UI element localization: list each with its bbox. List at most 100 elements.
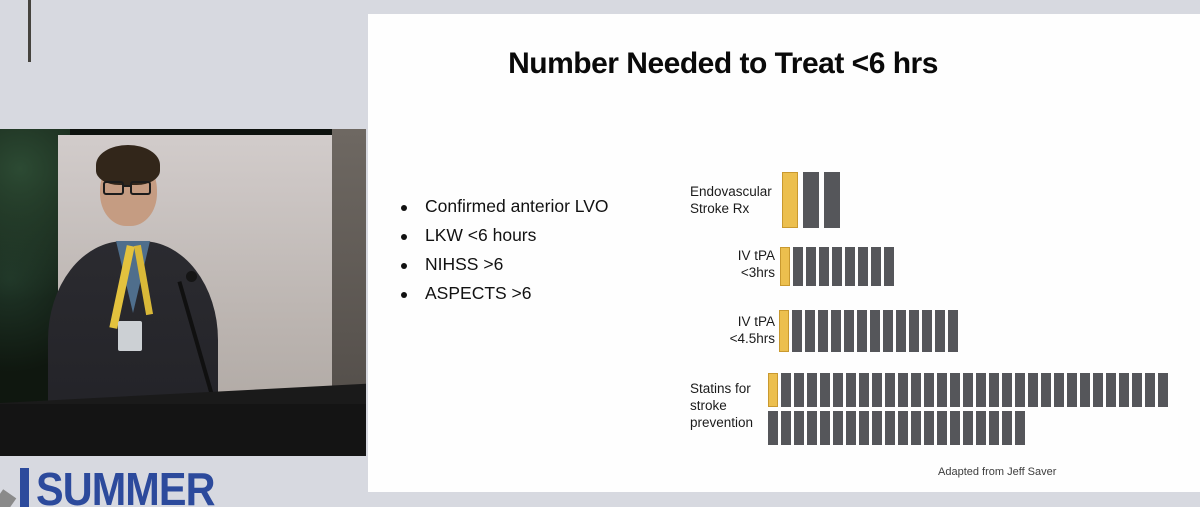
bar	[1028, 373, 1038, 407]
bar-group	[782, 172, 840, 228]
bar	[844, 310, 854, 352]
bar	[794, 411, 804, 445]
bullet-text: Confirmed anterior LVO	[425, 196, 609, 216]
bar	[819, 247, 829, 286]
bullet-text: LKW <6 hours	[425, 225, 537, 245]
bar	[792, 310, 802, 352]
microphone-head-icon	[186, 271, 197, 282]
bar	[885, 411, 895, 445]
bullet-item: NIHSS >6	[401, 254, 609, 283]
bar	[807, 373, 817, 407]
bar	[950, 373, 960, 407]
bar	[885, 373, 895, 407]
bar	[859, 411, 869, 445]
bar	[937, 411, 947, 445]
bar	[1158, 373, 1168, 407]
bar	[820, 411, 830, 445]
bar	[846, 373, 856, 407]
row-label: Endovascular Stroke Rx	[690, 184, 772, 216]
bar-highlighted	[779, 310, 789, 352]
bar	[1119, 373, 1129, 407]
bar	[832, 247, 842, 286]
bar	[1015, 373, 1025, 407]
bar	[1132, 373, 1142, 407]
bar	[911, 373, 921, 407]
glasses-lens	[130, 181, 151, 195]
bullet-item: Confirmed anterior LVO	[401, 196, 609, 225]
presentation-slide: Number Needed to Treat <6 hrs Confirmed …	[368, 14, 1200, 492]
bar	[831, 310, 841, 352]
bar	[948, 310, 958, 352]
bar	[909, 310, 919, 352]
bar	[937, 373, 947, 407]
podium	[0, 404, 366, 456]
bar	[1041, 373, 1051, 407]
bar	[818, 310, 828, 352]
bar	[803, 172, 819, 228]
bullet-item: LKW <6 hours	[401, 225, 609, 254]
bar	[976, 373, 986, 407]
bar	[858, 247, 868, 286]
speaker-hair	[96, 145, 160, 185]
speaker-video	[0, 129, 366, 456]
bullet-item: ASPECTS >6	[401, 283, 609, 312]
bar	[989, 373, 999, 407]
bar	[768, 411, 778, 445]
bar	[806, 247, 816, 286]
bar	[989, 411, 999, 445]
bar	[1106, 373, 1116, 407]
bar	[935, 310, 945, 352]
bar	[781, 411, 791, 445]
nnt-chart: Endovascular Stroke Rx IV tPA <3hrs IV tPA <4…	[368, 14, 1200, 492]
slide-title: Number Needed to Treat <6 hrs	[508, 47, 938, 80]
bar	[898, 373, 908, 407]
bar	[898, 411, 908, 445]
bullet-text: ASPECTS >6	[425, 283, 532, 303]
bar	[924, 373, 934, 407]
bar-highlighted	[780, 247, 790, 286]
bullet-icon	[401, 205, 407, 211]
bar	[824, 172, 840, 228]
bar	[1054, 373, 1064, 407]
bar	[820, 373, 830, 407]
bar	[805, 310, 815, 352]
bar	[833, 373, 843, 407]
bar	[884, 247, 894, 286]
row-label: IV tPA <4.5hrs	[729, 314, 775, 346]
bar-group	[779, 310, 958, 352]
bar-highlighted	[768, 373, 778, 407]
bar	[1015, 411, 1025, 445]
bar	[1093, 373, 1103, 407]
attribution-text: Adapted from Jeff Saver	[938, 466, 1057, 478]
bar	[833, 411, 843, 445]
bar	[872, 373, 882, 407]
logo-dot-orange	[205, 486, 238, 507]
row-label: IV tPA <3hrs	[737, 248, 775, 280]
bar	[963, 411, 973, 445]
bar	[1002, 411, 1012, 445]
bar	[872, 411, 882, 445]
bar	[871, 247, 881, 286]
bar	[870, 310, 880, 352]
bar	[781, 373, 791, 407]
bar	[1067, 373, 1077, 407]
logo-letter-fragment	[20, 468, 29, 507]
bar	[950, 411, 960, 445]
bar	[857, 310, 867, 352]
bar	[924, 411, 934, 445]
bullet-list: Confirmed anterior LVO LKW <6 hours NIHS…	[401, 196, 609, 312]
bar-group	[768, 373, 1170, 445]
bar	[1002, 373, 1012, 407]
speaker-glasses	[103, 181, 155, 197]
bar	[859, 373, 869, 407]
bar	[883, 310, 893, 352]
bar	[976, 411, 986, 445]
stage-cable-line	[28, 0, 31, 62]
bullet-icon	[401, 234, 407, 240]
bullet-icon	[401, 292, 407, 298]
bar-highlighted	[782, 172, 798, 228]
bar	[1080, 373, 1090, 407]
bar	[1145, 373, 1155, 407]
bullet-text: NIHSS >6	[425, 254, 504, 274]
